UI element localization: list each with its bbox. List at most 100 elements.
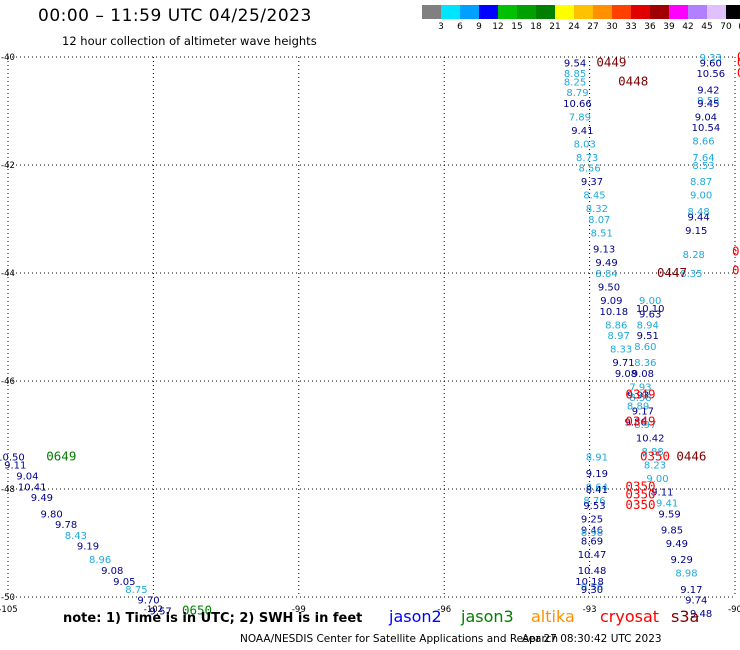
wave-height-label: 9.25 <box>581 515 603 526</box>
wave-height-label: 8.97 <box>608 331 630 342</box>
color-swatch <box>460 5 479 19</box>
wave-height-label: 8.66 <box>692 137 714 148</box>
wave-height-label: 8.32 <box>586 204 608 215</box>
wave-height-label: 8.03 <box>574 139 596 150</box>
wave-height-label: 8.53 <box>692 161 714 172</box>
latitude-tick-label: -40 <box>1 53 15 63</box>
wave-height-label: 9.15 <box>685 226 707 237</box>
wave-height-label: 8.69 <box>581 536 603 547</box>
wave-height-label: 9.30 <box>581 585 603 596</box>
latitude-tick-label: -48 <box>1 485 15 495</box>
pass-time-label: 0448 <box>618 73 648 88</box>
color-swatch <box>517 5 536 19</box>
pass-time-label: 0449 <box>596 54 626 69</box>
wave-height-label: 8.91 <box>586 453 608 464</box>
wave-height-label: 10.47 <box>578 550 607 561</box>
wave-height-label: 8.73 <box>576 153 598 164</box>
wave-height-label: 8.35 <box>680 269 702 280</box>
wave-height-label: 8.45 <box>583 191 605 202</box>
pass-time-label: 0350 <box>625 497 655 512</box>
wave-height-label: 9.80 <box>40 509 62 520</box>
wave-height-label: 9.78 <box>55 520 77 531</box>
pass-time-label: 0349 <box>732 262 740 277</box>
longitude-tick-label: -96 <box>437 605 451 615</box>
wave-height-label: 9.17 <box>632 407 654 418</box>
wave-height-label: 8.36 <box>634 358 656 369</box>
longitude-tick-label: -93 <box>583 605 597 615</box>
pass-time-label: 0350 <box>625 478 655 493</box>
color-scale-label: 39 <box>663 22 675 32</box>
wave-height-label: 9.05 <box>113 577 135 588</box>
legend-jason2: jason2 <box>389 607 442 626</box>
longitude-tick-label: -105 <box>0 605 18 615</box>
color-swatch <box>441 5 460 19</box>
color-swatch <box>574 5 593 19</box>
wave-height-label: 9.11 <box>651 488 673 499</box>
credit-line: NOAA/NESDIS Center for Satellite Applica… <box>240 633 558 645</box>
wave-height-label: 9.19 <box>586 469 608 480</box>
wave-height-label: 8.58 <box>629 393 651 404</box>
wave-height-label: 10.18 <box>600 307 629 318</box>
wave-height-label: 9.56 <box>581 582 603 593</box>
wave-height-label: 8.60 <box>634 342 656 353</box>
color-scale-label: 33 <box>625 22 637 32</box>
color-swatch <box>498 5 517 19</box>
wave-height-label: 9.50 <box>598 283 620 294</box>
footer-note: note: 1) Time is in UTC; 2) SWH is in fe… <box>63 611 363 626</box>
wave-height-label: 9.19 <box>77 542 99 553</box>
wave-height-label: 8.23 <box>644 461 666 472</box>
color-scale-label: 36 <box>644 22 656 32</box>
pass-time-label: 0649 <box>46 449 76 464</box>
wave-height-label: 10.50 <box>0 453 25 464</box>
wave-height-label: 8.48 <box>688 207 710 218</box>
color-swatch <box>555 5 574 19</box>
color-scale-label: 9 <box>476 22 482 32</box>
wave-height-label: 10.48 <box>578 566 607 577</box>
wave-height-label: 9.53 <box>583 501 605 512</box>
color-swatch <box>612 5 631 19</box>
page-title: 00:00 – 11:59 UTC 04/25/2023 <box>38 6 312 26</box>
wave-height-label: 8.76 <box>583 496 605 507</box>
legend-altika: altika <box>531 607 575 626</box>
latitude-tick-label: -50 <box>1 593 15 603</box>
wave-height-label: 9.63 <box>639 310 661 321</box>
wave-height-label: 9.08 <box>101 566 123 577</box>
wave-height-label: 8.85 <box>564 69 586 80</box>
wave-height-label: 8.79 <box>566 88 588 99</box>
pass-time-label: 0447 <box>657 265 687 280</box>
wave-height-label: 9.58 <box>697 96 719 107</box>
wave-height-label: 9.13 <box>593 245 615 256</box>
wave-height-label: 8.07 <box>588 215 610 226</box>
wave-height-label: 8.84 <box>595 269 617 280</box>
wave-height-label: 9.74 <box>685 596 707 607</box>
wave-height-label: 8.86 <box>605 320 627 331</box>
pass-time-label: 0348 <box>737 49 740 64</box>
wave-height-label: 9.85 <box>661 526 683 537</box>
pass-time-label: 0350 <box>625 486 655 501</box>
wave-height-label: 9.45 <box>697 99 719 110</box>
wave-height-label: 9.41 <box>656 499 678 510</box>
color-swatch <box>650 5 669 19</box>
wave-height-label: 8.41 <box>586 485 608 496</box>
pass-time-label: 0446 <box>676 449 706 464</box>
wave-height-label: 8.51 <box>591 229 613 240</box>
wave-height-label: 8.28 <box>683 250 705 261</box>
legend-jason3: jason3 <box>461 607 514 626</box>
wave-height-label: 9.57 <box>150 607 172 618</box>
color-swatch <box>688 5 707 19</box>
wave-height-label: 9.00 <box>690 191 712 202</box>
wave-height-label: 10.42 <box>636 434 665 445</box>
wave-height-label: 9.49 <box>666 539 688 550</box>
color-scale-label: 24 <box>568 22 580 32</box>
pass-time-label: 0349 <box>625 387 655 402</box>
color-swatch <box>669 5 688 19</box>
color-scale-label: (ft) <box>735 22 740 32</box>
color-scale-label: 15 <box>511 22 523 32</box>
latitude-tick-label: -42 <box>1 161 15 171</box>
wave-height-label: 9.04 <box>16 472 38 483</box>
wave-height-label: 9.29 <box>671 555 693 566</box>
latitude-tick-label: -46 <box>1 377 15 387</box>
wave-height-label: 9.41 <box>571 126 593 137</box>
color-scale-label: 70 <box>720 22 732 32</box>
